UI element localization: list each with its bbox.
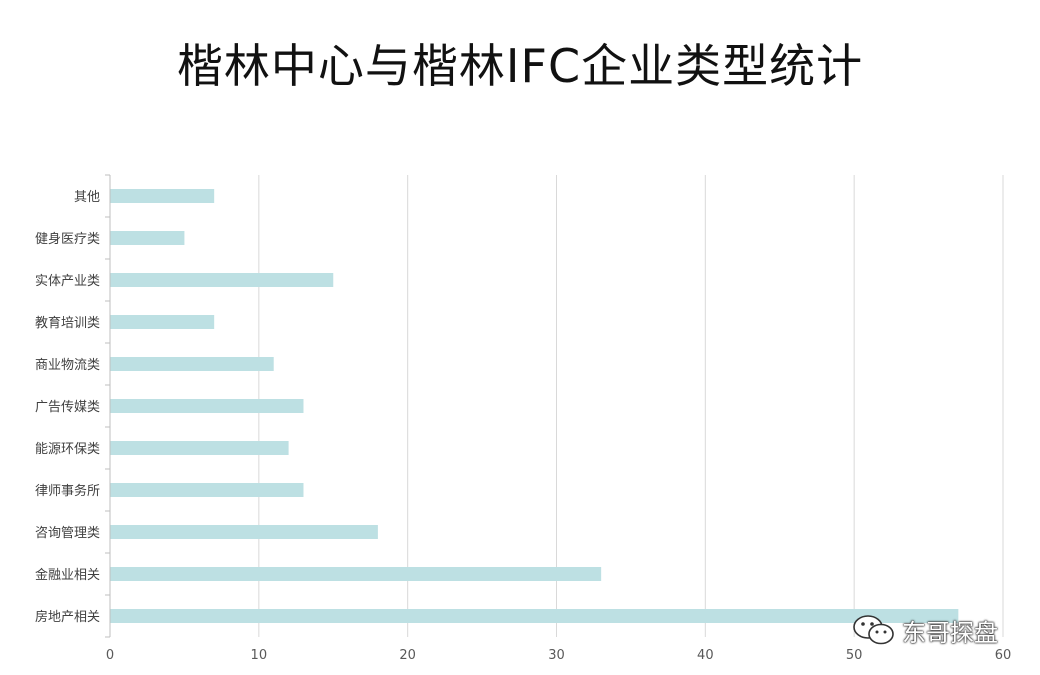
bar bbox=[110, 441, 289, 455]
bar bbox=[110, 315, 215, 329]
x-tick-label: 60 bbox=[995, 648, 1012, 663]
bar bbox=[110, 357, 274, 371]
bar bbox=[110, 189, 215, 203]
category-label: 健身医疗类 bbox=[35, 231, 100, 247]
category-label: 咨询管理类 bbox=[35, 526, 100, 541]
axes: 0 10 20 30 40 50 60 其他健身医疗类实体产业类教育培训类商业物流类广告传媒类… bbox=[35, 174, 1012, 663]
category-label: 其他 bbox=[74, 190, 100, 205]
bar bbox=[110, 273, 334, 287]
x-tick-label: 40 bbox=[697, 648, 714, 663]
bars bbox=[110, 189, 959, 623]
x-tick-label: 10 bbox=[251, 648, 268, 663]
bar bbox=[110, 231, 185, 245]
bar bbox=[110, 567, 602, 581]
x-tick-label: 50 bbox=[846, 648, 863, 663]
bar bbox=[110, 483, 304, 497]
grid-lines bbox=[258, 175, 1004, 637]
x-tick-label: 20 bbox=[399, 648, 416, 663]
watermark: 东哥探盘 bbox=[852, 612, 998, 648]
category-label: 律师事务所 bbox=[35, 483, 100, 499]
bar bbox=[110, 525, 378, 539]
x-tick-label: 30 bbox=[548, 648, 565, 663]
category-label: 房地产相关 bbox=[35, 609, 100, 625]
bar bbox=[110, 399, 304, 413]
wechat-icon bbox=[853, 615, 894, 645]
watermark-text: 东哥探盘 bbox=[902, 618, 998, 647]
chart-title: 楷林中心与楷林IFC企业类型统计 bbox=[176, 39, 864, 93]
category-label: 能源环保类 bbox=[35, 442, 100, 457]
category-label: 广告传媒类 bbox=[35, 400, 100, 415]
category-label: 金融业相关 bbox=[35, 567, 100, 583]
category-label: 教育培训类 bbox=[35, 315, 100, 331]
x-tick-label: 0 bbox=[106, 648, 114, 663]
bar bbox=[110, 609, 959, 623]
category-label: 商业物流类 bbox=[35, 358, 100, 373]
category-label: 实体产业类 bbox=[35, 274, 100, 289]
